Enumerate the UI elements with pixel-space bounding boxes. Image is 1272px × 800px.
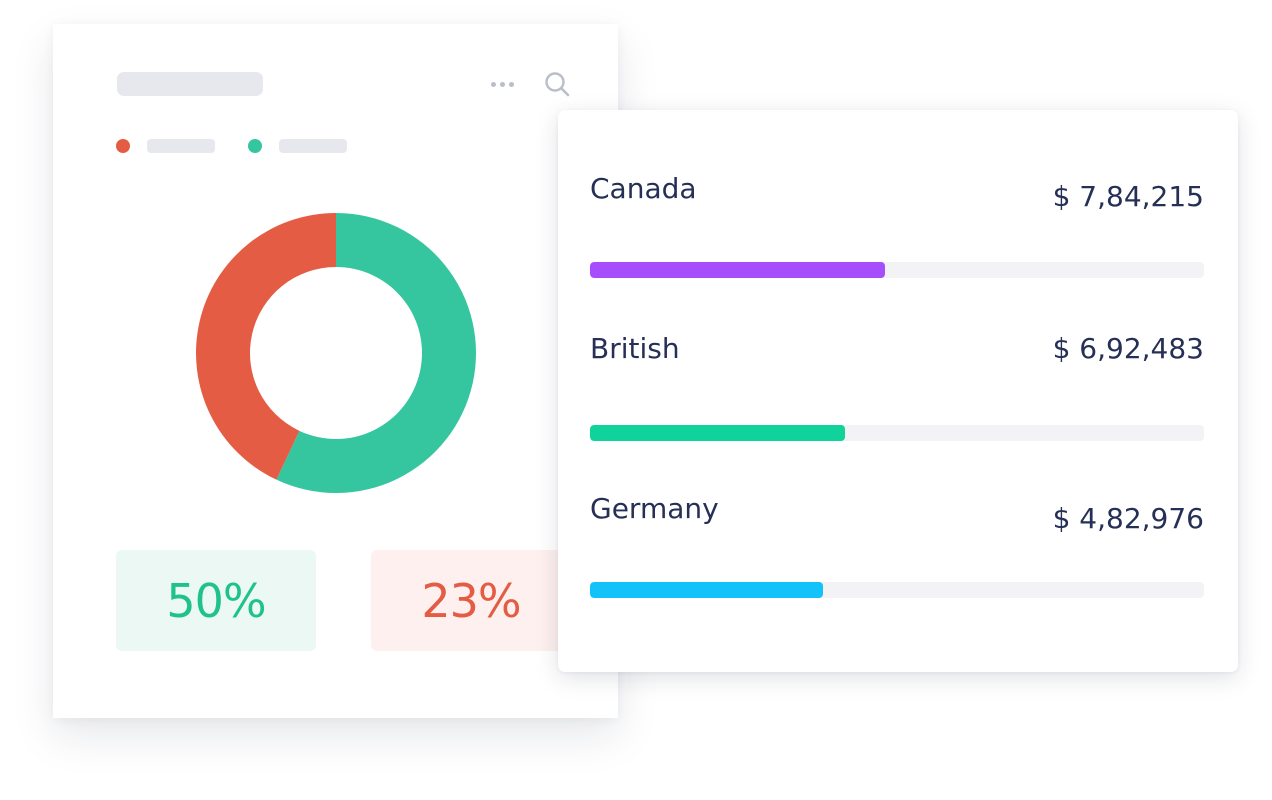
overview-card: 50% 23% bbox=[53, 24, 618, 718]
country-row-germany: Germany $ 4,82,976 bbox=[590, 492, 1204, 602]
progress-track bbox=[590, 425, 1204, 441]
progress-track bbox=[590, 582, 1204, 598]
stat-green-value: 50% bbox=[166, 573, 266, 628]
more-options-icon[interactable] bbox=[485, 74, 519, 94]
country-sales-card: Canada $ 7,84,215 British $ 6,92,483 Ger… bbox=[558, 110, 1238, 672]
stat-red-box: 23% bbox=[371, 550, 571, 651]
country-value: $ 6,92,483 bbox=[1052, 332, 1204, 365]
progress-fill bbox=[590, 582, 824, 598]
card-title-placeholder bbox=[117, 72, 263, 96]
progress-track bbox=[590, 262, 1204, 278]
stat-green-box: 50% bbox=[116, 550, 316, 651]
country-name: Germany bbox=[590, 492, 719, 525]
legend-label-placeholder bbox=[279, 139, 347, 153]
stat-red-value: 23% bbox=[421, 573, 521, 628]
legend-dot-green bbox=[248, 139, 262, 153]
country-name: Canada bbox=[590, 172, 697, 205]
country-name: British bbox=[590, 332, 680, 365]
donut-slice-1 bbox=[195, 213, 336, 480]
country-row-british: British $ 6,92,483 bbox=[590, 330, 1204, 445]
dot bbox=[499, 81, 505, 87]
progress-fill bbox=[590, 425, 845, 441]
dot bbox=[490, 81, 496, 87]
donut-chart bbox=[195, 213, 476, 493]
search-icon[interactable] bbox=[543, 70, 571, 98]
country-row-canada: Canada $ 7,84,215 bbox=[590, 172, 1204, 282]
progress-fill bbox=[590, 262, 885, 278]
legend-label-placeholder bbox=[147, 139, 215, 153]
country-value: $ 7,84,215 bbox=[1052, 180, 1204, 213]
legend-dot-red bbox=[116, 139, 130, 153]
donut-slice-0 bbox=[276, 213, 476, 493]
dot bbox=[508, 81, 514, 87]
country-value: $ 4,82,976 bbox=[1052, 502, 1204, 535]
